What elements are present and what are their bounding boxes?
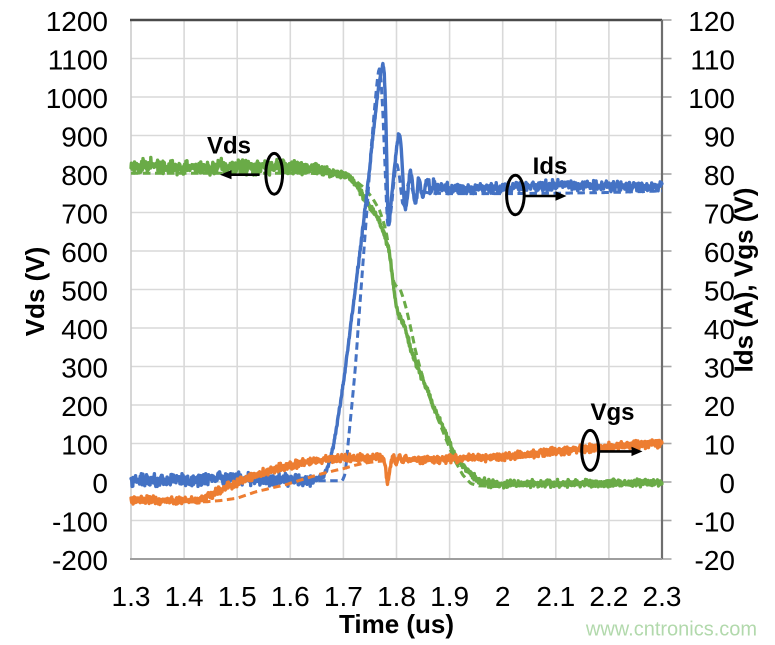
svg-text:1200: 1200 — [46, 6, 108, 37]
svg-text:20: 20 — [704, 391, 735, 422]
svg-text:Time (us): Time (us) — [339, 609, 454, 639]
svg-text:-100: -100 — [52, 507, 108, 538]
svg-text:1.6: 1.6 — [271, 581, 310, 612]
svg-text:500: 500 — [61, 276, 108, 307]
svg-text:1.5: 1.5 — [218, 581, 257, 612]
svg-text:-20: -20 — [695, 545, 735, 576]
svg-text:0: 0 — [92, 468, 108, 499]
svg-text:30: 30 — [704, 353, 735, 384]
svg-text:1.4: 1.4 — [165, 581, 204, 612]
svg-text:1.9: 1.9 — [430, 581, 469, 612]
svg-text:2: 2 — [495, 581, 511, 612]
svg-text:400: 400 — [61, 314, 108, 345]
svg-text:80: 80 — [704, 160, 735, 191]
svg-text:60: 60 — [704, 237, 735, 268]
svg-text:600: 600 — [61, 237, 108, 268]
svg-text:120: 120 — [688, 6, 735, 37]
svg-text:2.3: 2.3 — [643, 581, 682, 612]
svg-text:800: 800 — [61, 160, 108, 191]
svg-text:40: 40 — [704, 314, 735, 345]
svg-text:-200: -200 — [52, 545, 108, 576]
svg-text:100: 100 — [61, 430, 108, 461]
svg-text:200: 200 — [61, 391, 108, 422]
svg-text:-10: -10 — [695, 507, 735, 538]
svg-text:Ids: Ids — [533, 153, 568, 180]
svg-text:900: 900 — [61, 122, 108, 153]
svg-text:www.cntronics.com: www.cntronics.com — [585, 619, 757, 641]
svg-text:70: 70 — [704, 199, 735, 230]
svg-text:1.8: 1.8 — [377, 581, 416, 612]
svg-text:1.3: 1.3 — [112, 581, 151, 612]
svg-text:110: 110 — [690, 45, 735, 76]
svg-text:Vds: Vds — [207, 133, 251, 160]
svg-text:50: 50 — [704, 276, 735, 307]
svg-text:0: 0 — [719, 468, 735, 499]
svg-text:300: 300 — [61, 353, 108, 384]
svg-text:Vds (V): Vds (V) — [20, 247, 50, 337]
svg-text:10: 10 — [704, 430, 735, 461]
svg-text:2.1: 2.1 — [536, 581, 575, 612]
svg-text:1.7: 1.7 — [324, 581, 363, 612]
svg-text:1000: 1000 — [46, 83, 108, 114]
svg-text:90: 90 — [704, 122, 735, 153]
svg-text:Vgs: Vgs — [590, 399, 634, 426]
svg-text:2.2: 2.2 — [589, 581, 628, 612]
svg-text:Ids (A), Vgs (V): Ids (A), Vgs (V) — [729, 188, 759, 373]
svg-text:1100: 1100 — [48, 45, 108, 76]
svg-text:100: 100 — [688, 83, 735, 114]
svg-text:700: 700 — [61, 199, 108, 230]
